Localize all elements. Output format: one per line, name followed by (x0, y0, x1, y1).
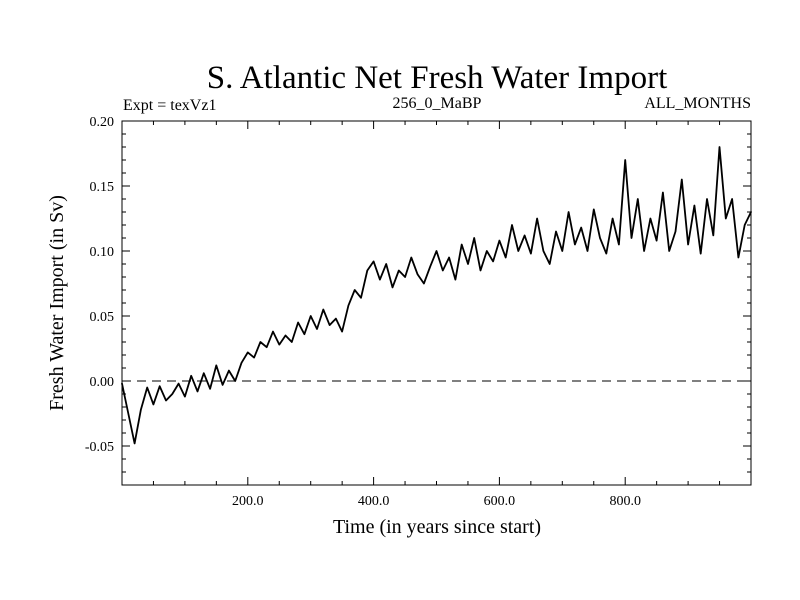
y-tick-label: 0.15 (90, 180, 115, 195)
subtitle-experiment: Expt = texVz1 (123, 97, 216, 114)
y-tick-label: 0.10 (90, 245, 115, 260)
plot-area: 200.0 400.0 600.0 800.0 -0.05 0.00 0.05 0.10 0.1… (85, 115, 752, 509)
y-axis-label: Fresh Water Import (in Sv) (46, 195, 68, 411)
x-tick-label: 200.0 (232, 494, 264, 509)
subtitle-months: ALL_MONTHS (644, 95, 751, 112)
x-tick-label: 600.0 (484, 494, 516, 509)
x-axis-label: Time (in years since start) (333, 516, 541, 538)
x-tick-label: 800.0 (609, 494, 641, 509)
y-tick-label: 0.05 (90, 310, 115, 325)
y-tick-label: 0.20 (90, 115, 115, 130)
subtitle-period: 256_0_MaBP (393, 95, 482, 112)
plot-frame (121, 120, 752, 486)
y-tick-label: -0.05 (85, 440, 114, 455)
y-tick-label: 0.00 (90, 375, 115, 390)
x-tick-label: 400.0 (358, 494, 390, 509)
fresh-water-import-line (121, 146, 752, 445)
chart-title: S. Atlantic Net Fresh Water Import (207, 60, 668, 96)
